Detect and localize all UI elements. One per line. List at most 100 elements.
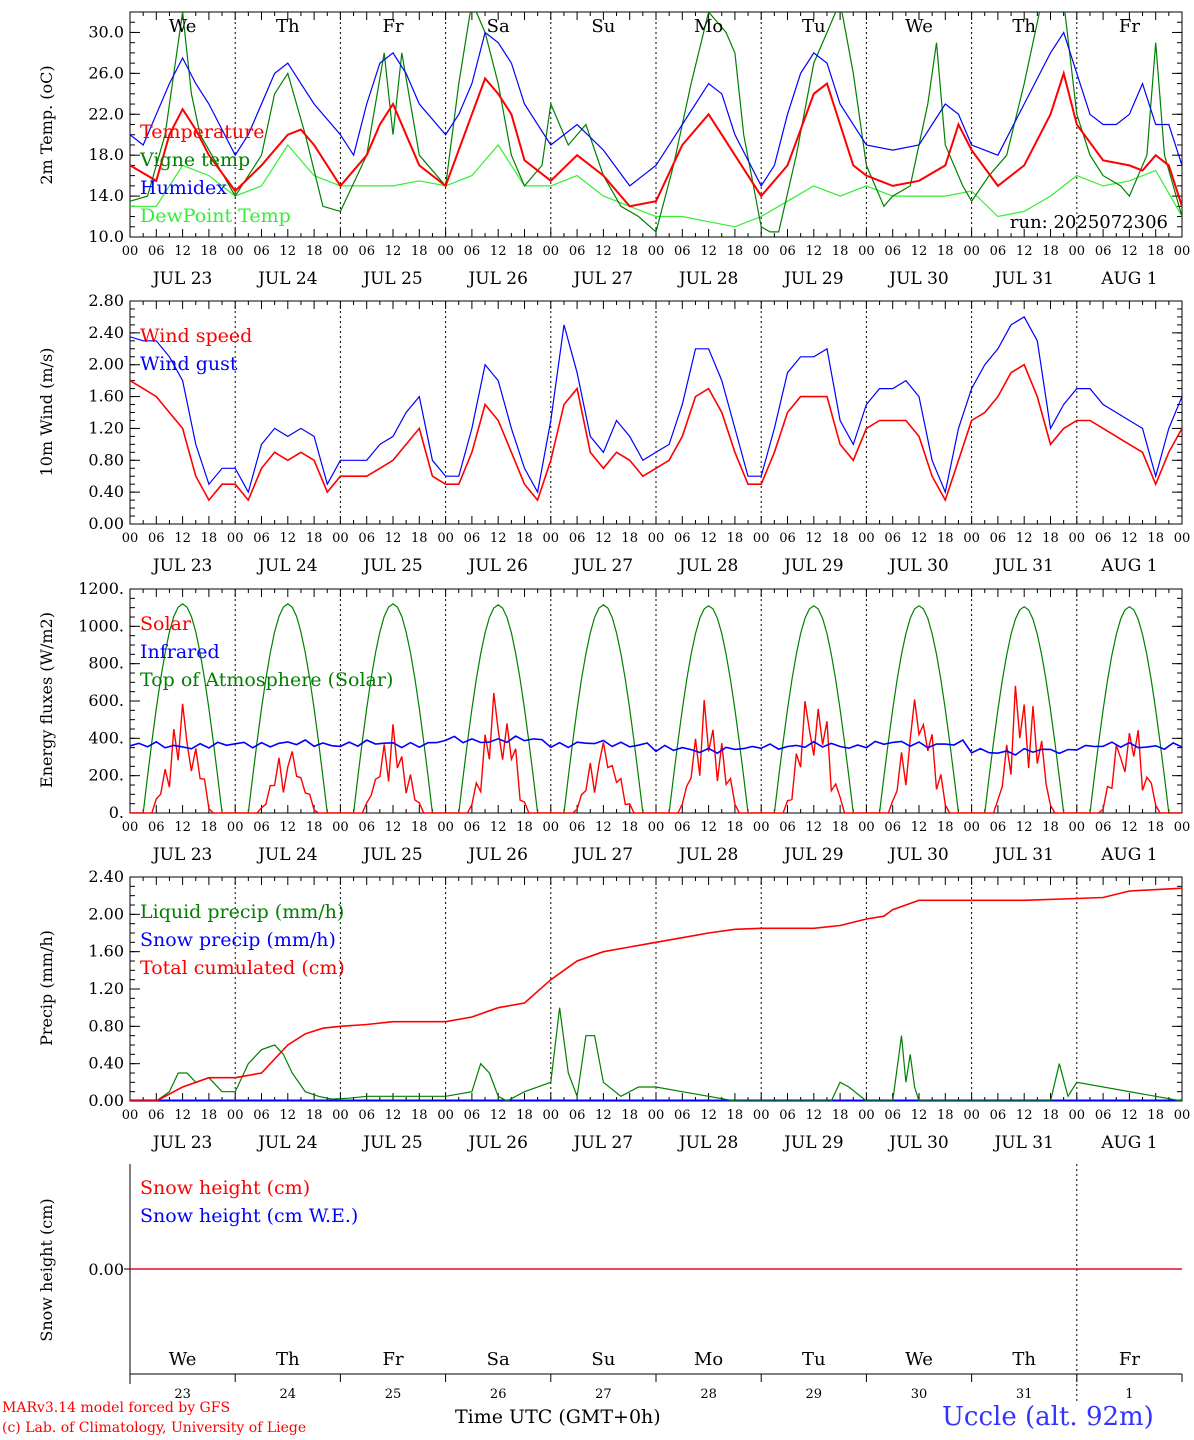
hour-tick-label: 12 bbox=[806, 531, 823, 546]
hour-tick-label: 06 bbox=[148, 820, 165, 835]
hour-tick-label: 18 bbox=[621, 820, 638, 835]
weekday-label: Th bbox=[276, 1349, 300, 1370]
hour-tick-label: 00 bbox=[543, 820, 560, 835]
hour-tick-label: 06 bbox=[148, 244, 165, 259]
hour-tick-label: 00 bbox=[858, 1108, 875, 1123]
hour-tick-label: 18 bbox=[621, 244, 638, 259]
weekday-label: We bbox=[169, 1349, 197, 1370]
y-tick-label: 18.0 bbox=[88, 145, 124, 164]
legend-entry: Snow precip (mm/h) bbox=[140, 929, 336, 951]
hour-tick-label: 00 bbox=[1069, 820, 1086, 835]
hour-tick-label: 00 bbox=[963, 820, 980, 835]
date-label: JUL 25 bbox=[361, 1133, 422, 1153]
weekday-label: Mo bbox=[694, 16, 723, 37]
hour-tick-label: 12 bbox=[806, 244, 823, 259]
hour-tick-label: 00 bbox=[1069, 1108, 1086, 1123]
hour-tick-label: 06 bbox=[674, 1108, 691, 1123]
panel-precipitation: 00 06 12 18 JUL 23 00 06 12 18 JUL 24 00 06 12 18 JUL … bbox=[37, 867, 1190, 1153]
hour-tick-label: 12 bbox=[700, 244, 717, 259]
hour-tick-label: 12 bbox=[595, 244, 612, 259]
y-tick-label: 1200. bbox=[78, 579, 124, 598]
hour-tick-label: 18 bbox=[306, 244, 323, 259]
y-tick-label: 1.60 bbox=[88, 942, 124, 961]
hour-tick-label: 00 bbox=[543, 1108, 560, 1123]
hour-tick-label: 00 bbox=[543, 244, 560, 259]
y-tick-label: 1.20 bbox=[88, 418, 124, 437]
hour-tick-label: 00 bbox=[753, 531, 770, 546]
hour-tick-label: 18 bbox=[411, 244, 428, 259]
hour-tick-label: 06 bbox=[884, 531, 901, 546]
legend-entry: Infrared bbox=[140, 641, 220, 663]
hour-tick-label: 18 bbox=[937, 820, 954, 835]
hour-tick-label: 18 bbox=[201, 244, 218, 259]
legend-entry: Humidex bbox=[140, 177, 227, 199]
date-label: AUG 1 bbox=[1100, 1133, 1157, 1153]
hour-tick-label: 18 bbox=[306, 820, 323, 835]
hour-tick-label: 12 bbox=[385, 820, 402, 835]
hour-tick-label: 06 bbox=[253, 1108, 270, 1123]
hour-tick-label: 18 bbox=[201, 1108, 218, 1123]
weekday-label: Tu bbox=[802, 16, 826, 37]
hour-tick-label: 06 bbox=[148, 1108, 165, 1123]
hour-tick-label: 00 bbox=[648, 1108, 665, 1123]
weekday-label: Su bbox=[591, 1349, 615, 1370]
weekday-label: Tu bbox=[802, 1349, 826, 1370]
hour-tick-label: 18 bbox=[516, 820, 533, 835]
hour-tick-label: 18 bbox=[1147, 820, 1164, 835]
date-label: JUL 26 bbox=[466, 556, 527, 576]
y-tick-label: 2.00 bbox=[88, 355, 124, 374]
model-credit: MARv3.14 model forced by GFS bbox=[2, 1400, 231, 1416]
hour-tick-label: 06 bbox=[990, 820, 1007, 835]
hour-tick-label: 12 bbox=[1016, 244, 1033, 259]
y-tick-label: 600. bbox=[88, 691, 124, 710]
hour-tick-label: 00 bbox=[1069, 244, 1086, 259]
hour-tick-label: 12 bbox=[385, 1108, 402, 1123]
hour-tick-label: 12 bbox=[806, 1108, 823, 1123]
hour-tick-label: 06 bbox=[1095, 531, 1112, 546]
hour-tick-label: 00 bbox=[858, 820, 875, 835]
series-group bbox=[130, 603, 1182, 813]
hour-tick-label: 18 bbox=[1042, 820, 1059, 835]
hour-tick-label: 12 bbox=[174, 531, 191, 546]
dewpoint-line bbox=[130, 143, 1182, 228]
legend-entry: Wind speed bbox=[140, 325, 252, 347]
hour-tick-label: 06 bbox=[569, 820, 586, 835]
y-tick-label: 0.00 bbox=[88, 514, 124, 533]
hour-tick-label: 06 bbox=[358, 820, 375, 835]
hour-tick-label: 06 bbox=[358, 1108, 375, 1123]
hour-tick-label: 00 bbox=[753, 1108, 770, 1123]
hour-tick-label: 06 bbox=[779, 531, 796, 546]
hour-tick-label: 18 bbox=[1042, 1108, 1059, 1123]
date-label: JUL 24 bbox=[256, 1133, 317, 1153]
hour-tick-label: 18 bbox=[201, 531, 218, 546]
hour-tick-label: 12 bbox=[280, 820, 297, 835]
hour-tick-label: 18 bbox=[832, 244, 849, 259]
hour-tick-label: 00 bbox=[332, 244, 349, 259]
hour-tick-label: 12 bbox=[595, 820, 612, 835]
hour-tick-label: 12 bbox=[1016, 1108, 1033, 1123]
date-label: JUL 28 bbox=[677, 556, 738, 576]
weekday-label: Sa bbox=[487, 16, 510, 37]
date-label: JUL 25 bbox=[361, 845, 422, 865]
hour-tick-label: 12 bbox=[490, 820, 507, 835]
y-axis-label: 2m Temp. (oC) bbox=[37, 65, 56, 184]
hour-tick-label: 00 bbox=[122, 244, 139, 259]
day-number-label: 23 bbox=[174, 1387, 191, 1402]
hour-tick-label: 06 bbox=[674, 531, 691, 546]
hour-tick-label: 12 bbox=[1016, 820, 1033, 835]
hour-tick-label: 00 bbox=[437, 531, 454, 546]
date-label: JUL 29 bbox=[782, 1133, 843, 1153]
run-label: run: 2025072306 bbox=[1010, 212, 1168, 233]
day-number-label: 25 bbox=[385, 1387, 402, 1402]
date-label: JUL 30 bbox=[887, 269, 948, 289]
hour-tick-label: 06 bbox=[569, 531, 586, 546]
date-label: JUL 31 bbox=[992, 845, 1053, 865]
hour-tick-label: 00 bbox=[648, 820, 665, 835]
hour-tick-label: 06 bbox=[464, 820, 481, 835]
panel-snow-height: 0.00 Snow height (cm) Snow height (cm) Snow… bbox=[37, 1164, 1183, 1404]
date-label: JUL 26 bbox=[466, 269, 527, 289]
hour-tick-label: 06 bbox=[569, 244, 586, 259]
y-tick-label: 0.00 bbox=[88, 1260, 124, 1279]
date-label: JUL 24 bbox=[256, 269, 317, 289]
